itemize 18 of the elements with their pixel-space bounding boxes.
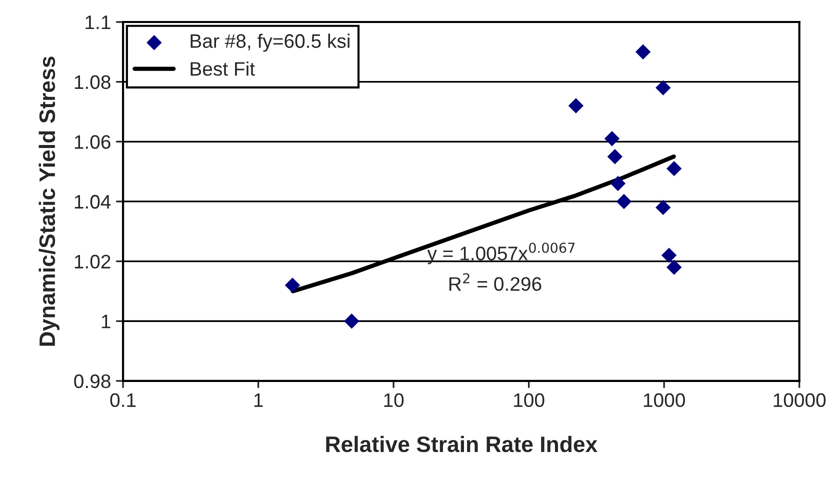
y-tick-label: 1 bbox=[102, 314, 110, 328]
y-tick-label: 1.04 bbox=[74, 194, 111, 209]
y-tick-label: 1.1 bbox=[86, 16, 110, 30]
x-tick-label: 10 bbox=[384, 393, 404, 408]
y-tick-label: 1.08 bbox=[74, 75, 110, 90]
x-axis-title: Relative Strain Rate Index bbox=[326, 436, 598, 452]
annotation: R$^{2}$ = 0.296 bbox=[449, 273, 542, 291]
legend-label: Bar #8, fy=60.5 ksi bbox=[190, 34, 350, 52]
y-tick-label: 1.06 bbox=[74, 135, 110, 149]
legend-label: Best Fit bbox=[190, 62, 255, 76]
y-tick-label: 1.02 bbox=[74, 254, 110, 269]
x-tick-label: 100 bbox=[514, 393, 544, 408]
y-axis-title: Dynamic/Static Yield Stress bbox=[38, 56, 60, 346]
x-tick-label: 10000 bbox=[774, 393, 826, 408]
y-tick-label: 0.98 bbox=[74, 374, 110, 388]
x-tick-label: 0.1 bbox=[110, 393, 136, 408]
x-tick-label: 1000 bbox=[644, 393, 685, 408]
x-tick-label: 1 bbox=[254, 393, 263, 407]
